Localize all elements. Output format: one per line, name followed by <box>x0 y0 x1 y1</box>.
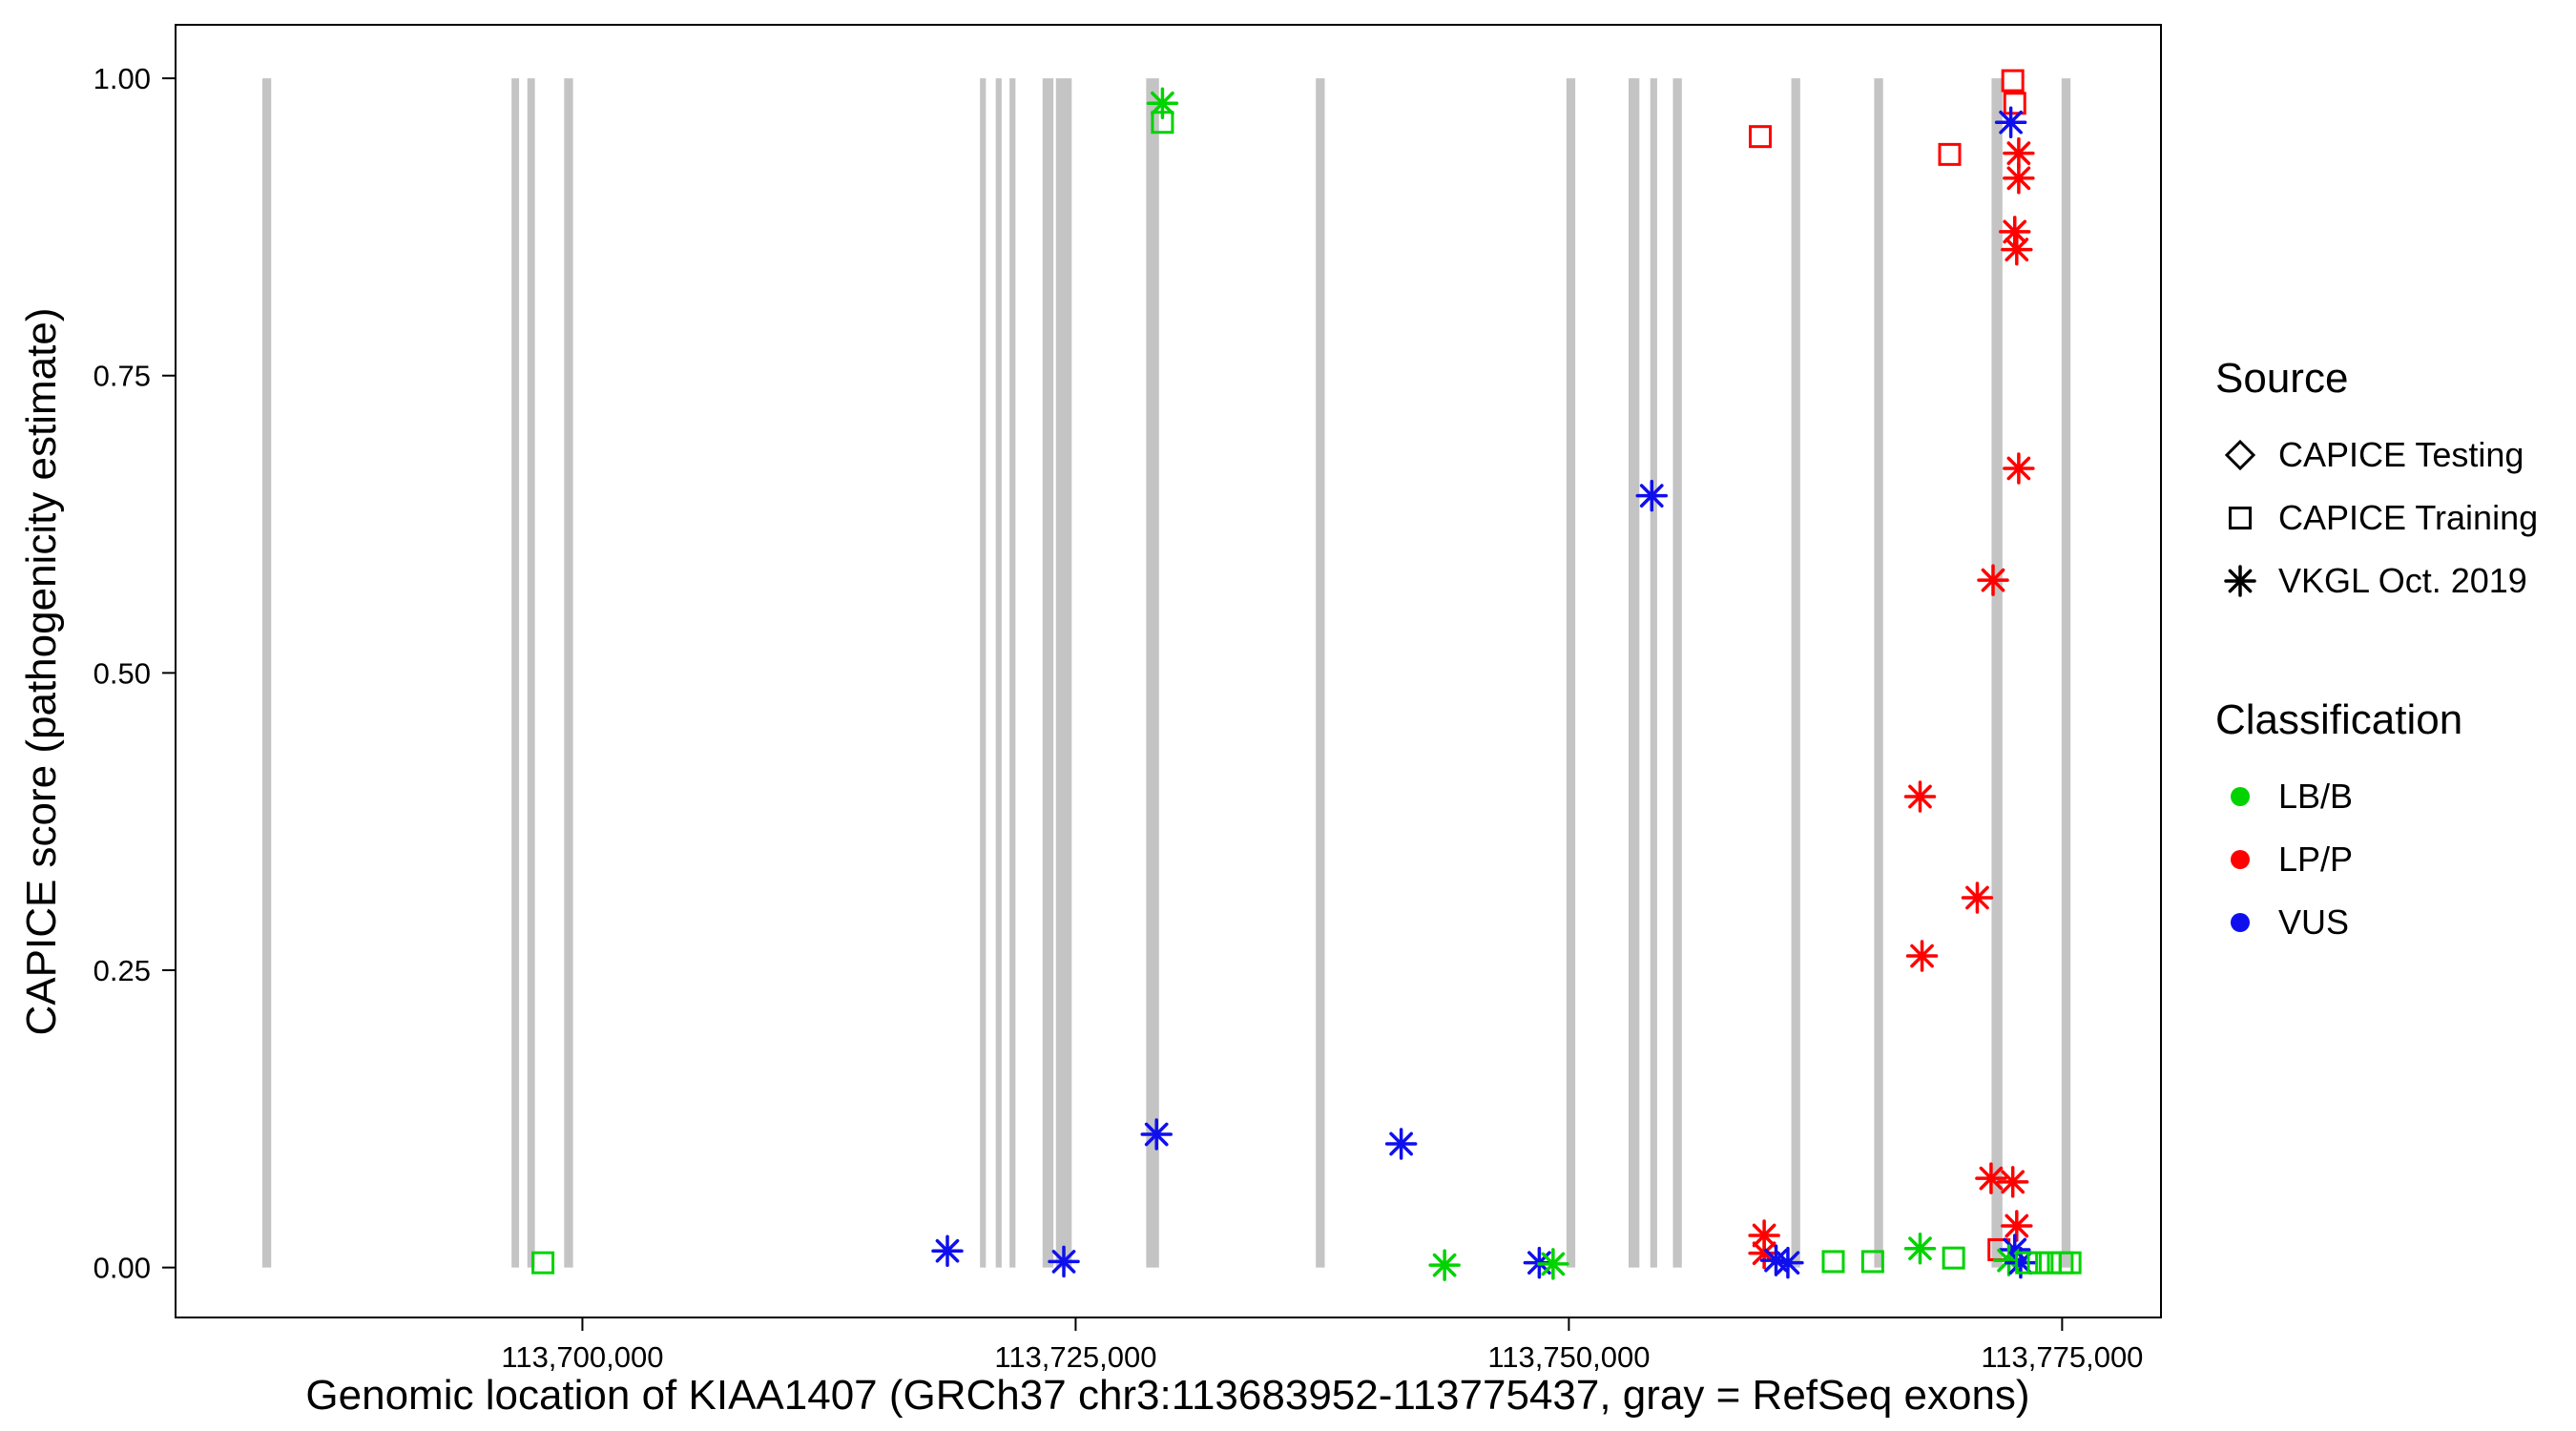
data-point <box>2003 452 2035 485</box>
data-point <box>1151 111 1174 135</box>
x-tick-label: 113,725,000 <box>994 1340 1156 1374</box>
data-point <box>1994 106 2027 138</box>
legend-classification-items: LB/B LP/P VUS <box>2215 765 2538 954</box>
data-point <box>1537 1248 1569 1280</box>
x-axis-title: Genomic location of KIAA1407 (GRCh37 chr… <box>305 1372 2030 1419</box>
legend-item-capice-training: CAPICE Training <box>2215 487 2538 550</box>
data-point <box>531 1251 555 1275</box>
data-point <box>1977 564 2009 596</box>
exon-bar <box>261 78 272 1268</box>
exon-bar <box>1991 78 2003 1268</box>
legend-item-capice-testing: CAPICE Testing <box>2215 424 2538 487</box>
exon-bar <box>1042 78 1054 1268</box>
exon-bar <box>1874 78 1883 1268</box>
data-point <box>1140 1118 1173 1151</box>
y-tick-label: 1.00 <box>93 62 151 95</box>
diamond-legend-icon <box>2224 439 2256 471</box>
exon-bar <box>1055 78 1072 1268</box>
x-tick-label: 113,750,000 <box>1487 1340 1650 1374</box>
exon-bar <box>1791 78 1800 1268</box>
exon-bar <box>564 78 573 1268</box>
data-point <box>2001 1210 2033 1242</box>
exon-bar <box>980 78 987 1268</box>
circle-legend-icon <box>2231 913 2250 932</box>
data-point <box>931 1234 964 1267</box>
legend-item-vkgl-oct-2019: VKGL Oct. 2019 <box>2215 550 2538 612</box>
data-point <box>2026 1251 2050 1275</box>
legend-source-title: Source <box>2215 355 2349 402</box>
legend-item-label: CAPICE Testing <box>2278 435 2524 474</box>
y-tick-label: 0.25 <box>93 954 151 987</box>
y-axis-title: CAPICE score (pathogenicity estimate) <box>18 307 65 1036</box>
legend-item-label: VUS <box>2278 902 2350 942</box>
exon-bar <box>1672 78 1682 1268</box>
square-legend-icon <box>2229 507 2252 529</box>
y-tick-label: 0.50 <box>93 656 151 690</box>
x-tick-label: 113,700,000 <box>501 1340 663 1374</box>
legend-classification-title: Classification <box>2215 696 2463 743</box>
legend-item-lb-b: LB/B <box>2215 765 2538 828</box>
circle-marker <box>2231 787 2250 806</box>
data-point <box>2038 1251 2062 1275</box>
data-point <box>1961 881 1994 914</box>
asterisk-marker <box>2224 565 2256 597</box>
diamond-marker <box>2224 439 2256 471</box>
data-point <box>2001 69 2025 93</box>
exon-bar <box>1146 78 1159 1268</box>
data-point <box>1048 1245 1080 1278</box>
data-point <box>1903 1232 1937 1265</box>
data-point <box>1938 142 1962 166</box>
circle-marker <box>2231 913 2250 932</box>
data-point <box>1903 780 1937 813</box>
data-point <box>2058 1251 2082 1275</box>
exon-bar <box>1316 78 1325 1268</box>
panel-border <box>175 24 2162 1318</box>
legend-classification-group: Classification LB/B LP/P VUS <box>2215 696 2538 954</box>
legend-item-label: VKGL Oct. 2019 <box>2278 561 2527 600</box>
exon-bar <box>1566 78 1576 1268</box>
x-tick-label: 113,775,000 <box>1981 1340 2143 1374</box>
data-point <box>2003 162 2035 195</box>
y-tick-label: 0.75 <box>93 360 151 393</box>
exon-bar <box>1009 78 1016 1268</box>
exon-bar <box>2061 78 2071 1268</box>
circle-marker <box>2231 850 2250 869</box>
square-marker <box>2229 507 2252 529</box>
data-point <box>1748 125 1772 149</box>
data-point <box>1975 1162 2007 1194</box>
data-point <box>1998 216 2031 248</box>
data-point <box>1772 1246 1804 1279</box>
exon-bar <box>995 78 1002 1268</box>
exon-bar <box>1628 78 1640 1268</box>
data-point <box>1860 1250 1884 1274</box>
exon-bar <box>511 78 520 1268</box>
asterisk-legend-icon <box>2224 565 2256 597</box>
legend-item-label: LP/P <box>2278 840 2354 879</box>
exon-bar <box>527 78 535 1268</box>
legend-item-label: CAPICE Training <box>2278 498 2539 537</box>
legend-item-lp-p: LP/P <box>2215 828 2538 891</box>
data-point <box>2003 92 2026 115</box>
data-point <box>1942 1246 1965 1270</box>
data-point <box>1905 940 1939 972</box>
legend-source-items: CAPICE Testing CAPICE Training VKGL Oct. 2… <box>2215 424 2538 612</box>
data-point <box>1428 1249 1461 1281</box>
data-point <box>1635 479 1669 512</box>
data-point <box>2015 1251 2039 1275</box>
legend-item-vus: VUS <box>2215 891 2538 954</box>
y-tick-label: 0.00 <box>93 1252 151 1285</box>
data-point <box>1821 1250 1845 1274</box>
data-point <box>1384 1128 1418 1160</box>
data-point <box>1996 1166 2029 1198</box>
legend: Source CAPICE Testing CAPICE Training VKGL… <box>2215 355 2538 954</box>
circle-legend-icon <box>2231 787 2250 806</box>
circle-legend-icon <box>2231 850 2250 869</box>
legend-item-label: LB/B <box>2278 777 2354 816</box>
legend-source-group: Source CAPICE Testing CAPICE Training VKGL… <box>2215 355 2538 612</box>
exon-bar <box>1650 78 1657 1268</box>
data-point <box>2001 233 2033 266</box>
